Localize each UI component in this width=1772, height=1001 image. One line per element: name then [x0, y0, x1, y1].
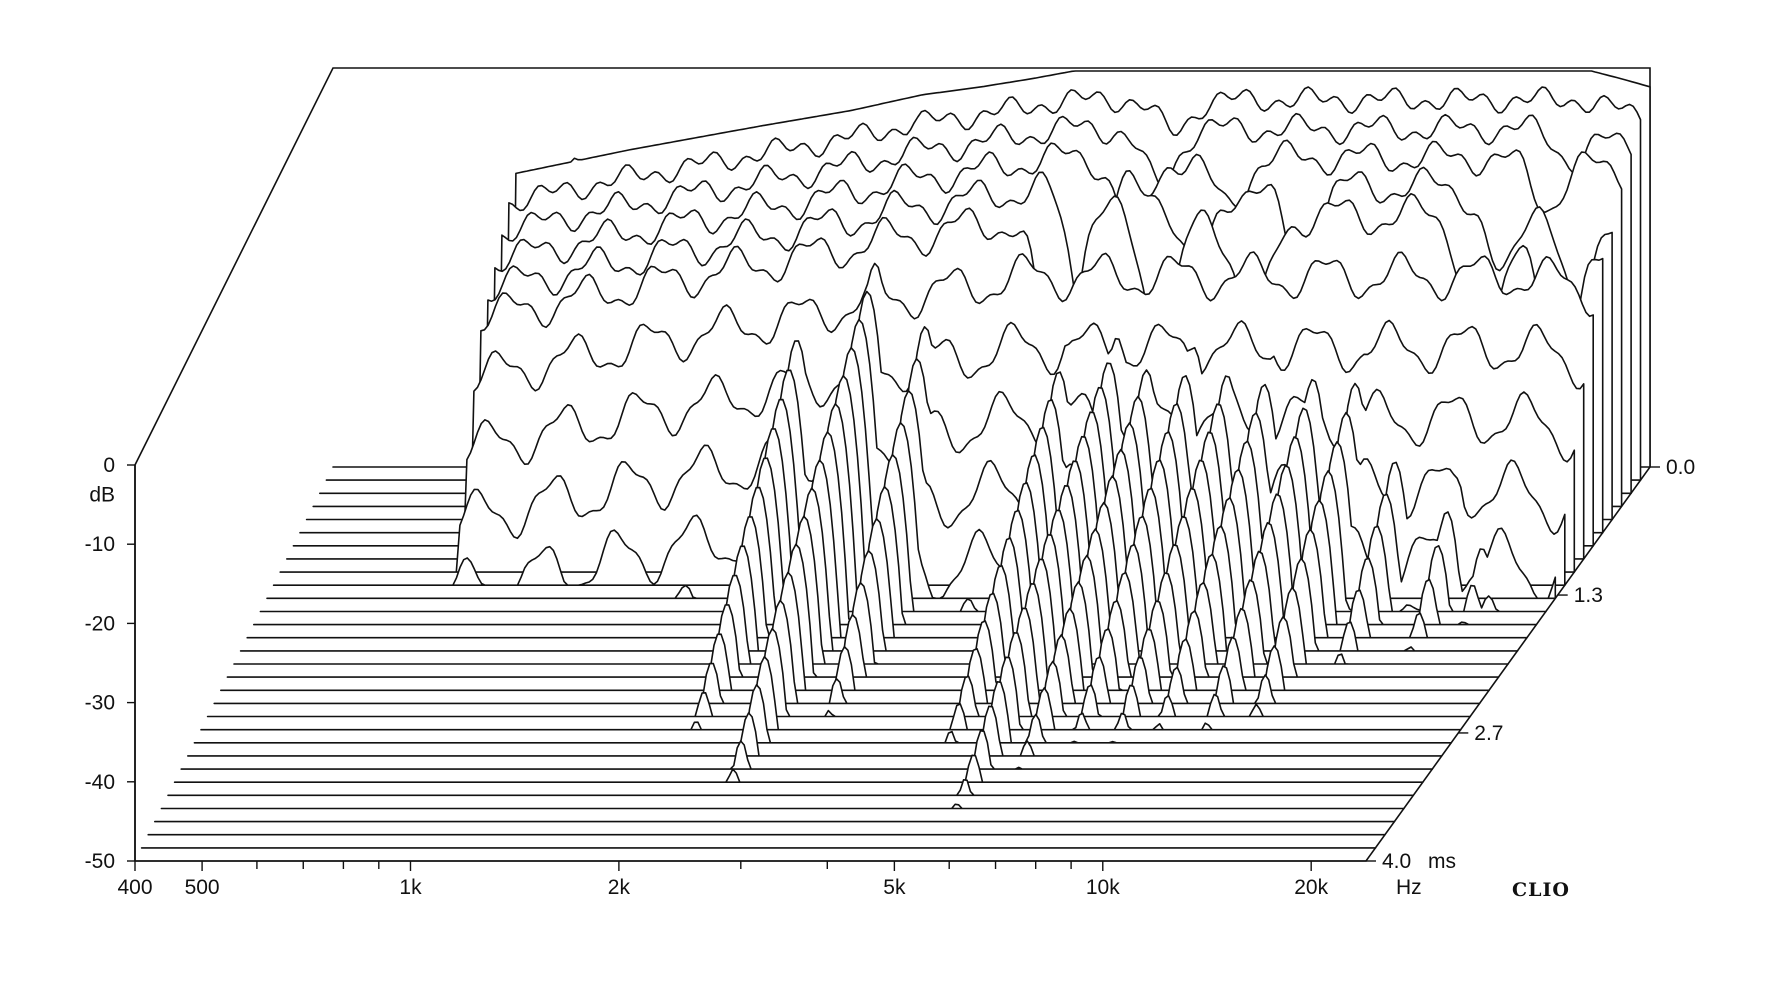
- decay-slice-24: [173, 754, 1424, 783]
- db-tick-label: -50: [85, 850, 115, 873]
- time-tick-label: 4.0: [1382, 850, 1411, 873]
- freq-tick-label: 400: [117, 876, 152, 899]
- freq-tick-label: 500: [185, 876, 220, 899]
- time-unit-label: ms: [1428, 850, 1456, 873]
- db-tick-label: -40: [85, 771, 115, 794]
- db-tick-label: 0: [103, 454, 115, 477]
- freq-tick-label: 1k: [399, 876, 422, 899]
- db-tick-label: -30: [85, 692, 115, 715]
- chart-axes: 0 -10 -20 -30 -40 -50 dB 400 500 1k 2k 5k 10k 20k Hz 0.…: [85, 454, 1696, 899]
- time-tick-label: 1.3: [1574, 584, 1603, 607]
- freq-tick-label: 5k: [883, 876, 906, 899]
- decay-slice-15: [233, 515, 1509, 665]
- decay-slice-18: [213, 599, 1481, 705]
- decay-slice-13: [246, 459, 1528, 639]
- time-tick-label: 2.7: [1474, 722, 1503, 745]
- decay-slices: [134, 70, 1651, 862]
- db-tick-label: -10: [85, 533, 115, 556]
- decay-slice-21: [193, 681, 1452, 744]
- freq-tick-label: 2k: [608, 876, 631, 899]
- freq-unit-label: Hz: [1396, 876, 1422, 899]
- decay-slice-17: [220, 571, 1490, 692]
- time-tick-label: 0.0: [1666, 456, 1695, 479]
- freq-tick-label: 10k: [1086, 876, 1120, 899]
- decay-slice-14: [239, 487, 1519, 652]
- decay-slice-25: [167, 779, 1415, 797]
- decay-slice-22: [187, 705, 1443, 757]
- decay-slice-16: [226, 543, 1500, 678]
- db-tick-label: -20: [85, 612, 115, 635]
- decay-slice-19: [206, 627, 1471, 718]
- decay-slice-23: [180, 730, 1434, 770]
- decay-slice-20: [200, 655, 1462, 731]
- db-axis-label: dB: [89, 484, 115, 507]
- decay-slice-26: [160, 803, 1405, 810]
- freq-tick-label: 20k: [1294, 876, 1328, 899]
- brand-label: CLIO: [1512, 879, 1570, 901]
